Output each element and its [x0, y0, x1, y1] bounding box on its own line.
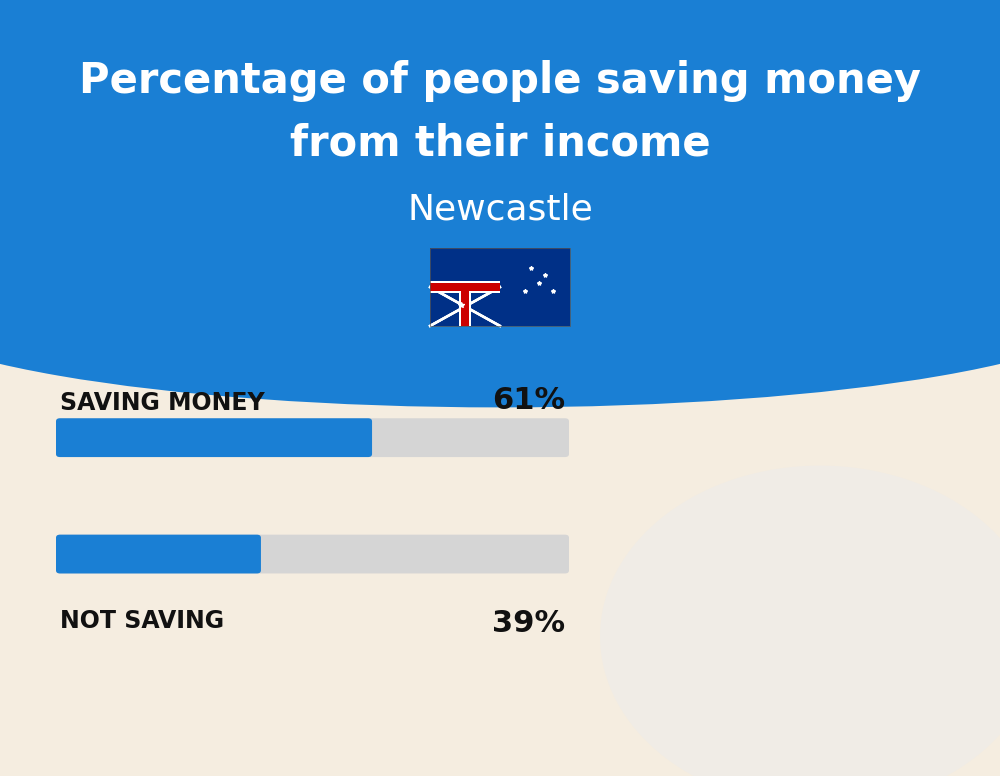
Bar [459, 287, 471, 326]
Bar [430, 248, 570, 326]
Text: 39%: 39% [492, 609, 565, 638]
Bar [430, 282, 500, 291]
Bar [461, 287, 469, 326]
Text: from their income: from their income [290, 123, 710, 165]
Text: Newcastle: Newcastle [407, 192, 593, 227]
FancyBboxPatch shape [56, 418, 569, 457]
Ellipse shape [0, 190, 1000, 407]
FancyBboxPatch shape [56, 418, 372, 457]
Bar [430, 248, 570, 326]
Text: Percentage of people saving money: Percentage of people saving money [79, 61, 921, 102]
Circle shape [600, 466, 1000, 776]
Bar [0, 0, 1000, 295]
Text: 61%: 61% [492, 386, 565, 415]
FancyBboxPatch shape [56, 535, 569, 573]
Bar [430, 281, 500, 293]
Text: SAVING MONEY: SAVING MONEY [60, 391, 265, 415]
FancyBboxPatch shape [56, 535, 261, 573]
Text: NOT SAVING: NOT SAVING [60, 609, 224, 633]
